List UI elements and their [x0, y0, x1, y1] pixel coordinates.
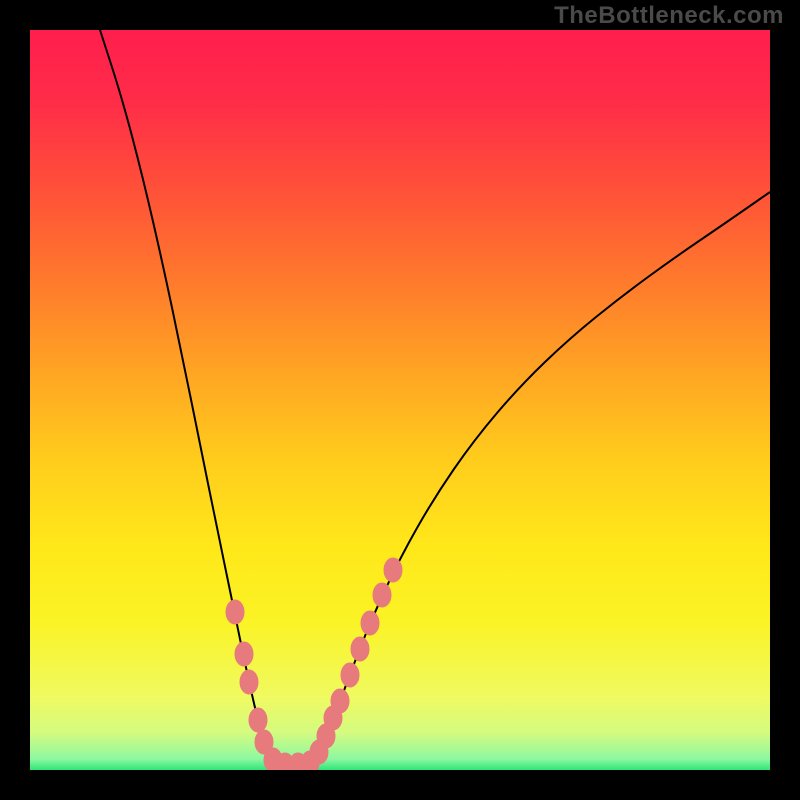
data-marker [235, 642, 253, 666]
data-marker [351, 637, 369, 661]
plot-area [30, 30, 770, 770]
data-marker [226, 600, 244, 624]
gradient-background [30, 30, 770, 770]
data-marker [331, 689, 349, 713]
data-marker [249, 708, 267, 732]
watermark-text: TheBottleneck.com [554, 2, 784, 30]
data-marker [373, 583, 391, 607]
data-marker [240, 670, 258, 694]
plot-svg [30, 30, 770, 770]
data-marker [384, 558, 402, 582]
data-marker [361, 611, 379, 635]
data-marker [341, 663, 359, 687]
chart-frame: TheBottleneck.com [0, 0, 800, 800]
